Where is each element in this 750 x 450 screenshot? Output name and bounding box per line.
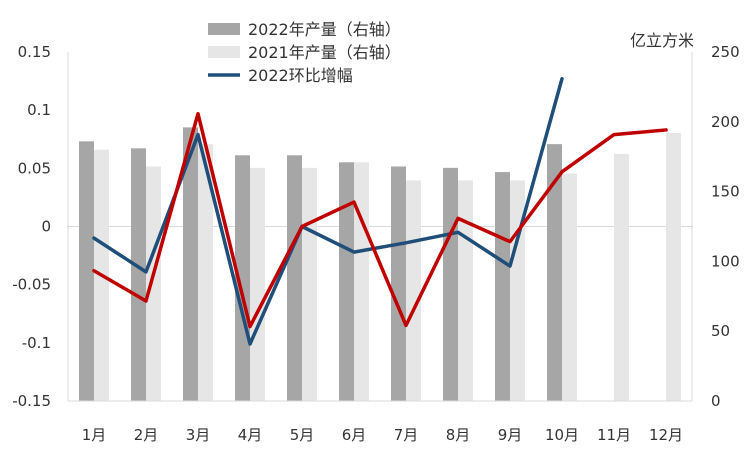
bar-2022-3 (183, 127, 198, 401)
bar-2022-5 (287, 155, 302, 401)
x-tick-label: 9月 (498, 426, 523, 444)
right-tick-label: 0 (711, 392, 721, 410)
x-tick-label: 1月 (82, 426, 107, 444)
x-tick-label: 12月 (649, 426, 683, 444)
lines-layer (92, 77, 668, 346)
x-tick-label: 6月 (342, 426, 367, 444)
x-tick-label: 7月 (394, 426, 419, 444)
legend: 2022年产量（右轴） 2021年产量（右轴） 2022环比增幅 (208, 20, 401, 85)
bar-2021-5 (302, 167, 317, 401)
bar-2022-8 (443, 167, 458, 401)
legend-label: 2022年产量（右轴） (248, 20, 401, 39)
bar-2021-9 (510, 180, 525, 401)
x-tick-label: 10月 (545, 426, 579, 444)
x-tick-label: 4月 (238, 426, 263, 444)
x-tick-label: 11月 (597, 426, 631, 444)
right-axis-unit: 亿立方米 (630, 31, 694, 50)
x-tick-label: 5月 (290, 426, 315, 444)
bar-2021-6 (354, 162, 369, 401)
legend-label: 2022环比增幅 (248, 66, 353, 85)
bar-2021-10 (562, 173, 577, 401)
bar-2022-7 (391, 166, 406, 401)
legend-label: 2021年产量（右轴） (248, 43, 401, 62)
right-tick-label: 250 (711, 43, 740, 61)
right-tick-label: 150 (711, 183, 740, 201)
left-tick-label: -0.1 (22, 334, 51, 352)
left-tick-label: -0.05 (12, 276, 51, 294)
bar-2021-4 (250, 167, 265, 401)
right-tick-label: 100 (711, 252, 740, 270)
left-tick-label: 0.05 (18, 159, 51, 177)
bar-2021-3 (198, 144, 213, 402)
left-tick-label: -0.15 (12, 392, 51, 410)
line-2022-mom (92, 77, 564, 346)
bar-2022-2 (131, 148, 146, 401)
right-tick-label: 200 (711, 113, 740, 131)
legend-swatch (208, 23, 240, 35)
bar-2021-7 (406, 180, 421, 401)
bar-2021-11 (614, 153, 629, 401)
x-tick-label: 8月 (446, 426, 471, 444)
left-tick-label: 0 (41, 218, 51, 236)
right-tick-label: 50 (711, 322, 730, 340)
bar-2021-8 (458, 180, 473, 401)
axes-layer: 0.15 0.1 0.05 0 -0.05 -0.1 -0.15 250 200 150 100 50… (12, 31, 739, 444)
bar-2021-12 (666, 132, 681, 401)
bar-2022-9 (495, 172, 510, 401)
bar-2021-2 (146, 166, 161, 401)
bar-2022-6 (339, 162, 354, 401)
left-tick-label: 0.1 (27, 101, 51, 119)
left-tick-label: 0.15 (18, 43, 51, 61)
x-tick-label: 3月 (186, 426, 211, 444)
legend-swatch (208, 46, 240, 58)
bar-2022-4 (235, 155, 250, 401)
bar-2022-1 (79, 141, 94, 401)
line-red (92, 111, 668, 329)
x-tick-label: 2月 (134, 426, 159, 444)
bar-2022-10 (547, 144, 562, 402)
